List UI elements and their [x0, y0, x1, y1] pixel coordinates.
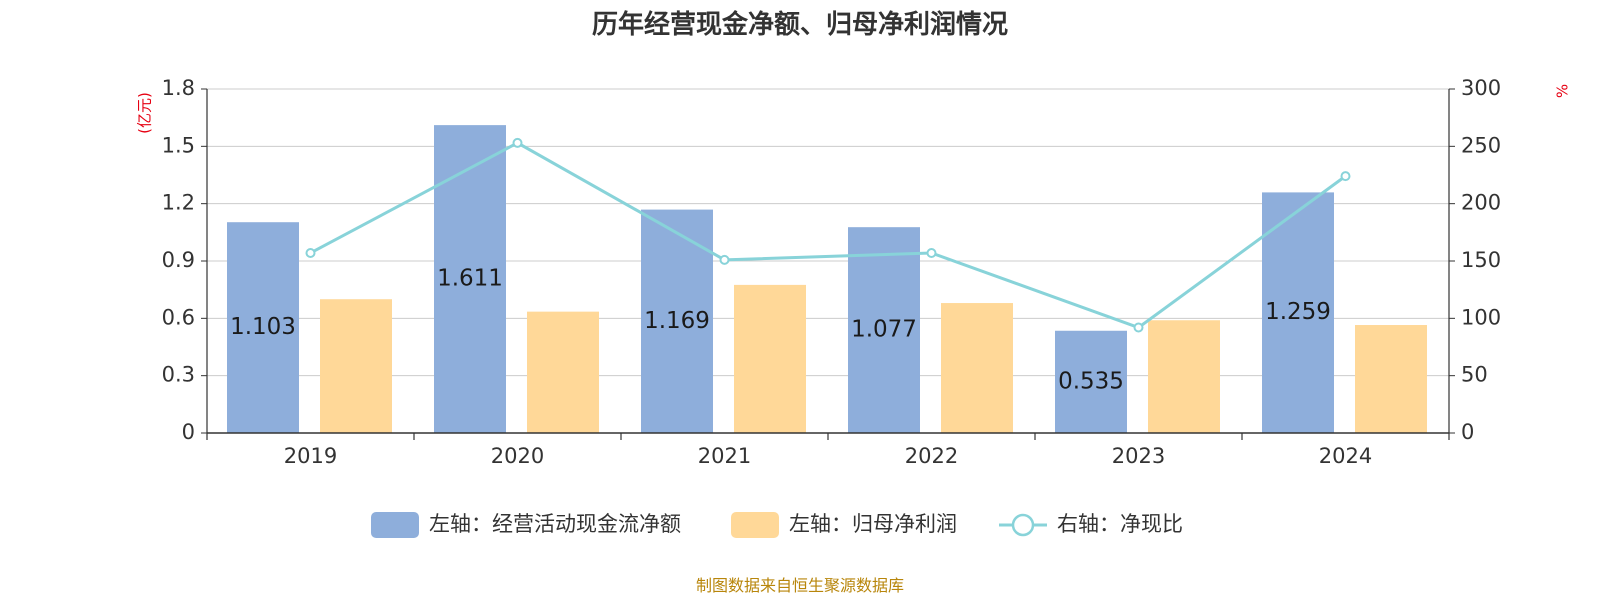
bar-net-profit	[734, 284, 806, 433]
right-axis-unit: %	[1554, 84, 1572, 98]
bar-cashflow	[227, 222, 299, 433]
ratio-point	[305, 247, 316, 258]
legend-swatch-net-profit	[731, 512, 779, 538]
bar-cashflow	[848, 227, 920, 433]
ratio-line-path	[309, 141, 1347, 330]
left-tick-label: 0.3	[162, 363, 195, 387]
right-tick-label: 150	[1461, 248, 1501, 272]
x-tick-label: 2021	[698, 444, 751, 468]
legend-label-ratio: 右轴：净现比	[1057, 512, 1183, 536]
left-tick-label: 0.9	[162, 248, 195, 272]
ratio-point	[719, 254, 730, 265]
gridlines	[207, 88, 1449, 377]
bar-cashflow	[1055, 330, 1127, 433]
bar-net-profit	[1148, 320, 1220, 433]
x-tick-label: 2024	[1319, 444, 1372, 468]
ratio-point	[1133, 322, 1144, 333]
bar-cashflow	[434, 125, 506, 434]
bar-data-label: 1.077	[851, 317, 917, 343]
legend-label-cashflow: 左轴：经营活动现金流净额	[429, 512, 681, 536]
legend-label-net-profit: 左轴：归母净利润	[789, 512, 957, 536]
ratio-point	[1340, 171, 1351, 182]
bar-labels: 1.103 1.611 1.169 1.077 0.535 1.259	[230, 266, 1331, 395]
left-tick-label: 1.5	[162, 133, 195, 157]
right-tick-label: 100	[1461, 305, 1501, 329]
bar-cashflow	[1262, 192, 1334, 433]
axes: 0 0.3 0.6 0.9 1.2 1.5 1.8 0 50 100 150 200 250 300 201…	[162, 76, 1502, 468]
x-tick-label: 2023	[1112, 444, 1165, 468]
x-tick-label: 2022	[905, 444, 958, 468]
left-tick-label: 0	[182, 420, 195, 444]
legend-swatch-cashflow	[371, 512, 419, 538]
bar-net-profit	[1355, 325, 1427, 433]
right-tick-label: 0	[1461, 420, 1474, 444]
ratio-point	[926, 247, 937, 258]
x-tick-label: 2019	[284, 444, 337, 468]
right-tick-label: 250	[1461, 133, 1501, 157]
left-tick-label: 1.2	[162, 191, 195, 215]
bar-net-profit	[320, 299, 392, 433]
bar-data-label: 1.611	[437, 266, 503, 292]
bar-data-label: 0.535	[1058, 368, 1124, 394]
left-tick-label: 0.6	[162, 305, 195, 329]
legend-marker-ratio	[1011, 513, 1035, 537]
source-note: 制图数据来自恒生聚源数据库	[696, 576, 904, 595]
bar-data-label: 1.259	[1265, 299, 1331, 325]
x-tick-label: 2020	[491, 444, 544, 468]
right-tick-label: 200	[1461, 191, 1501, 215]
bar-net-profit	[941, 303, 1013, 433]
chart-title: 历年经营现金净额、归母净利润情况	[592, 9, 1008, 40]
bar-net-profit	[527, 311, 599, 433]
left-axis-unit: (亿元)	[136, 92, 154, 134]
bar-data-label: 1.169	[644, 308, 710, 334]
right-tick-label: 300	[1461, 76, 1501, 100]
bar-data-label: 1.103	[230, 314, 296, 340]
left-tick-label: 1.8	[162, 76, 195, 100]
ratio-line	[305, 137, 1351, 333]
legend: 左轴：经营活动现金流净额 左轴：归母净利润 右轴：净现比	[371, 512, 1183, 538]
bars	[227, 125, 1427, 434]
right-tick-label: 50	[1461, 363, 1488, 387]
ratio-point	[512, 137, 523, 148]
